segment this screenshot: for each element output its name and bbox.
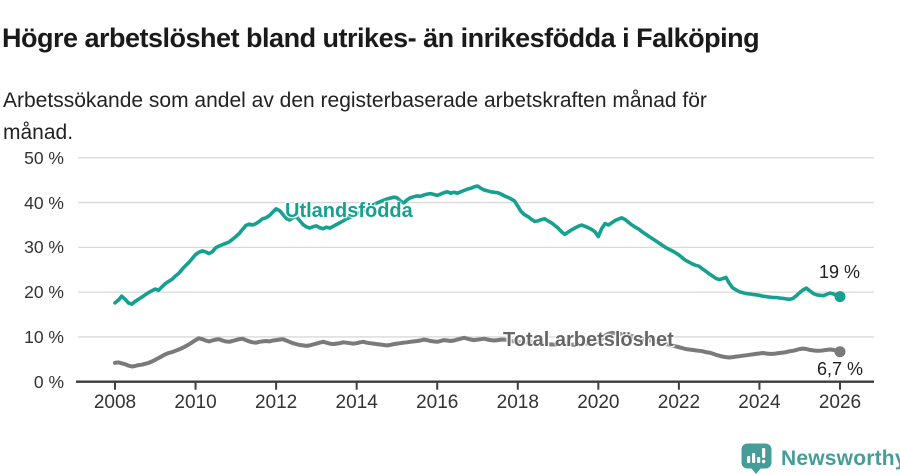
chart-subtitle: Arbetssökande som andel av den registerb… xyxy=(3,89,707,144)
series-end-dot-1 xyxy=(834,346,846,358)
y-axis-label: 10 % xyxy=(24,326,64,347)
x-axis-label: 2008 xyxy=(93,392,137,413)
y-axis-label: 30 % xyxy=(24,237,64,258)
series-line-1 xyxy=(113,330,842,369)
x-axis-label: 2016 xyxy=(416,392,459,413)
newsworthy-brand[interactable]: Newsworthy xyxy=(741,443,900,474)
y-axis-label: 0 % xyxy=(33,371,64,392)
end-value-utlandsfodda: 19 % xyxy=(818,262,860,282)
series-label-utlandsfodda: Utlandsfödda xyxy=(285,200,413,222)
series-end-dot-0 xyxy=(834,291,846,303)
y-axis-label: 20 % xyxy=(24,282,64,303)
y-axis-label: 50 % xyxy=(24,147,64,168)
newsworthy-logo-icon xyxy=(741,443,772,474)
y-axis-label: 40 % xyxy=(24,192,64,213)
x-axis-label: 2014 xyxy=(335,392,378,413)
page-title: Högre arbetslöshet bland utrikes- än inr… xyxy=(2,23,760,54)
x-axis-label: 2010 xyxy=(174,392,217,413)
x-axis-label: 2022 xyxy=(657,392,701,413)
series-line-0 xyxy=(113,184,842,307)
x-axis-label: 2018 xyxy=(496,392,539,413)
x-axis-label: 2026 xyxy=(818,392,862,413)
brand-name: Newsworthy xyxy=(781,446,900,470)
x-axis-label: 2024 xyxy=(738,392,781,413)
end-value-total: 6,7 % xyxy=(816,359,863,379)
x-axis-label: 2020 xyxy=(577,392,620,413)
x-axis-label: 2012 xyxy=(254,392,298,413)
series-label-total-arbetsloshet: Total arbetslöshet xyxy=(503,329,674,351)
